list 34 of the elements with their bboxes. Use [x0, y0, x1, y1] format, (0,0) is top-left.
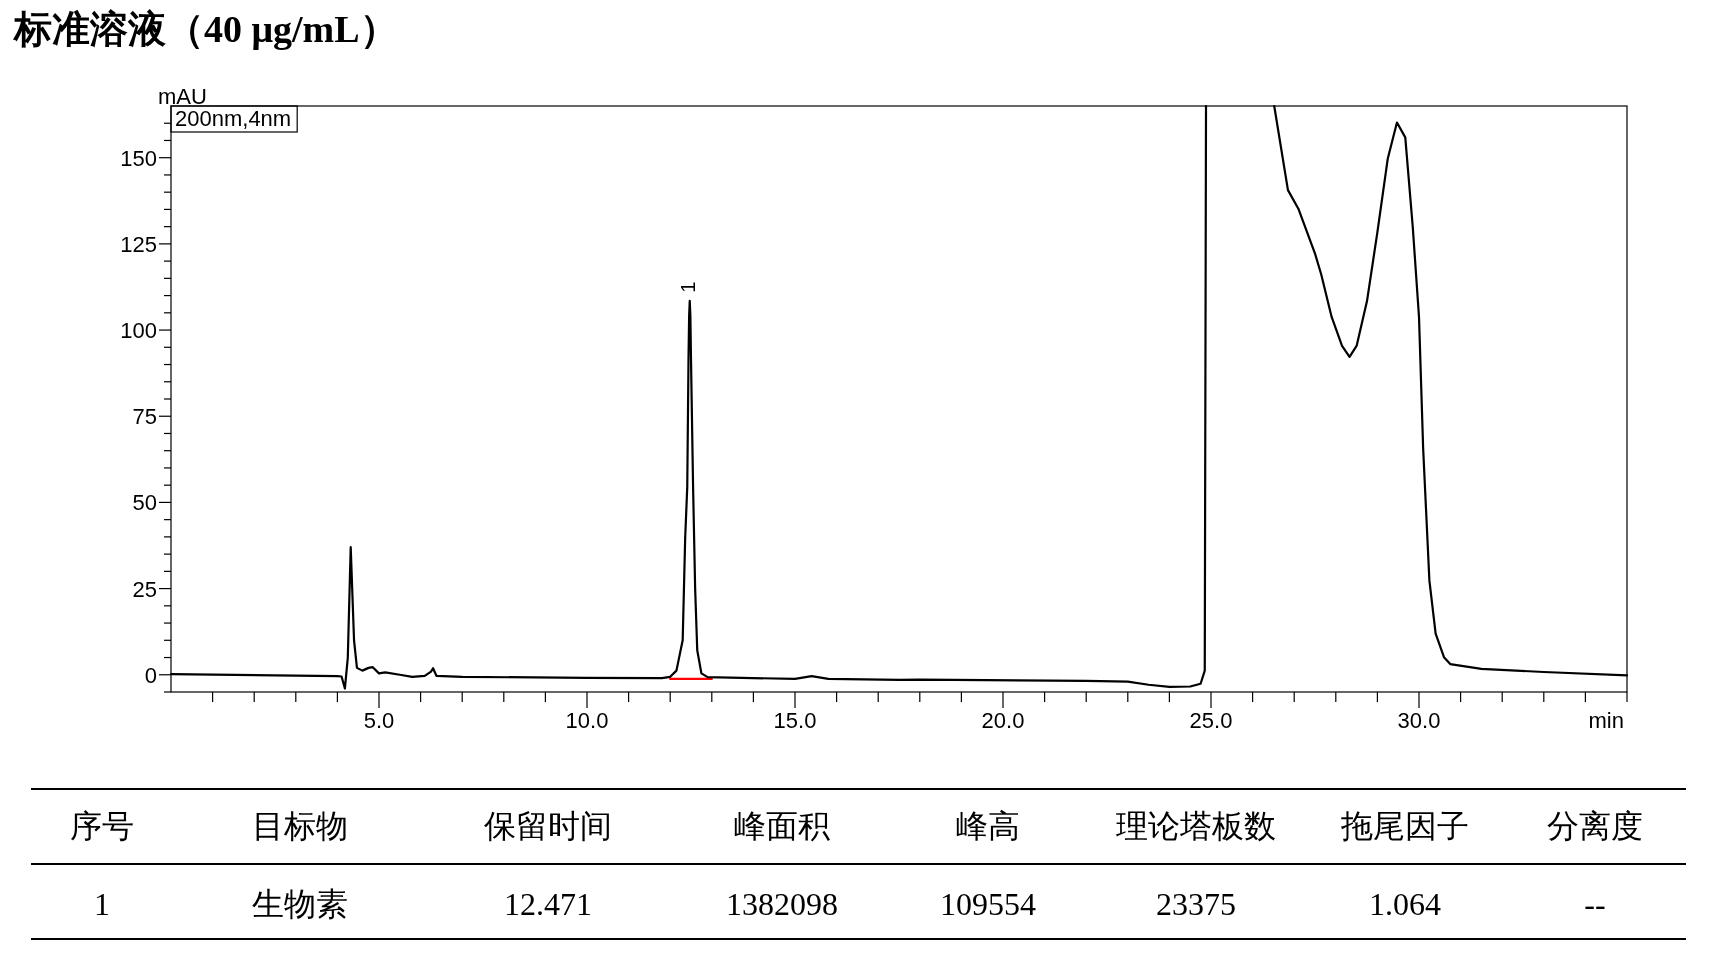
x-axis-title: min	[1588, 708, 1624, 733]
text: --	[1584, 886, 1606, 922]
x-tick-label: 20.0	[981, 708, 1025, 733]
y-tick-label: 150	[120, 145, 157, 171]
y-tick-label: 75	[132, 404, 157, 430]
text: 生物素	[252, 886, 348, 922]
x-tick-label: 5.0	[363, 708, 395, 733]
x-tick-label: 15.0	[773, 708, 817, 733]
text: 理论塔板数	[1116, 808, 1276, 844]
y-tick-label: 125	[120, 231, 157, 257]
text: 1382098	[726, 886, 838, 922]
text: 1	[94, 886, 110, 922]
x-tick-label: 10.0	[565, 708, 609, 733]
text: 分离度	[1547, 808, 1643, 844]
text: 峰高	[956, 808, 1020, 844]
text: 峰面积	[734, 808, 830, 844]
x-tick-label: 25.0	[1189, 708, 1233, 733]
text: 目标物	[252, 808, 348, 844]
text: 109554	[940, 886, 1036, 922]
y-tick-label: 0	[144, 662, 157, 688]
y-tick-label: 50	[132, 490, 157, 516]
text: 序号	[70, 808, 134, 844]
x-tick-label: 30.0	[1397, 708, 1441, 733]
y-tick-label: 25	[132, 576, 157, 602]
text: 拖尾因子	[1340, 808, 1469, 844]
text: 12.471	[504, 886, 592, 922]
y-tick-label: 100	[120, 318, 157, 344]
text: 1.064	[1369, 886, 1441, 922]
chart-title: 标准溶液（40 μg/mL）	[12, 8, 398, 50]
text: 23375	[1156, 886, 1236, 922]
text: 保留时间	[484, 808, 612, 844]
annotation: 200nm,4nm	[175, 106, 292, 131]
annotation: 1	[677, 281, 700, 293]
y-axis-title: mAU	[158, 84, 207, 109]
